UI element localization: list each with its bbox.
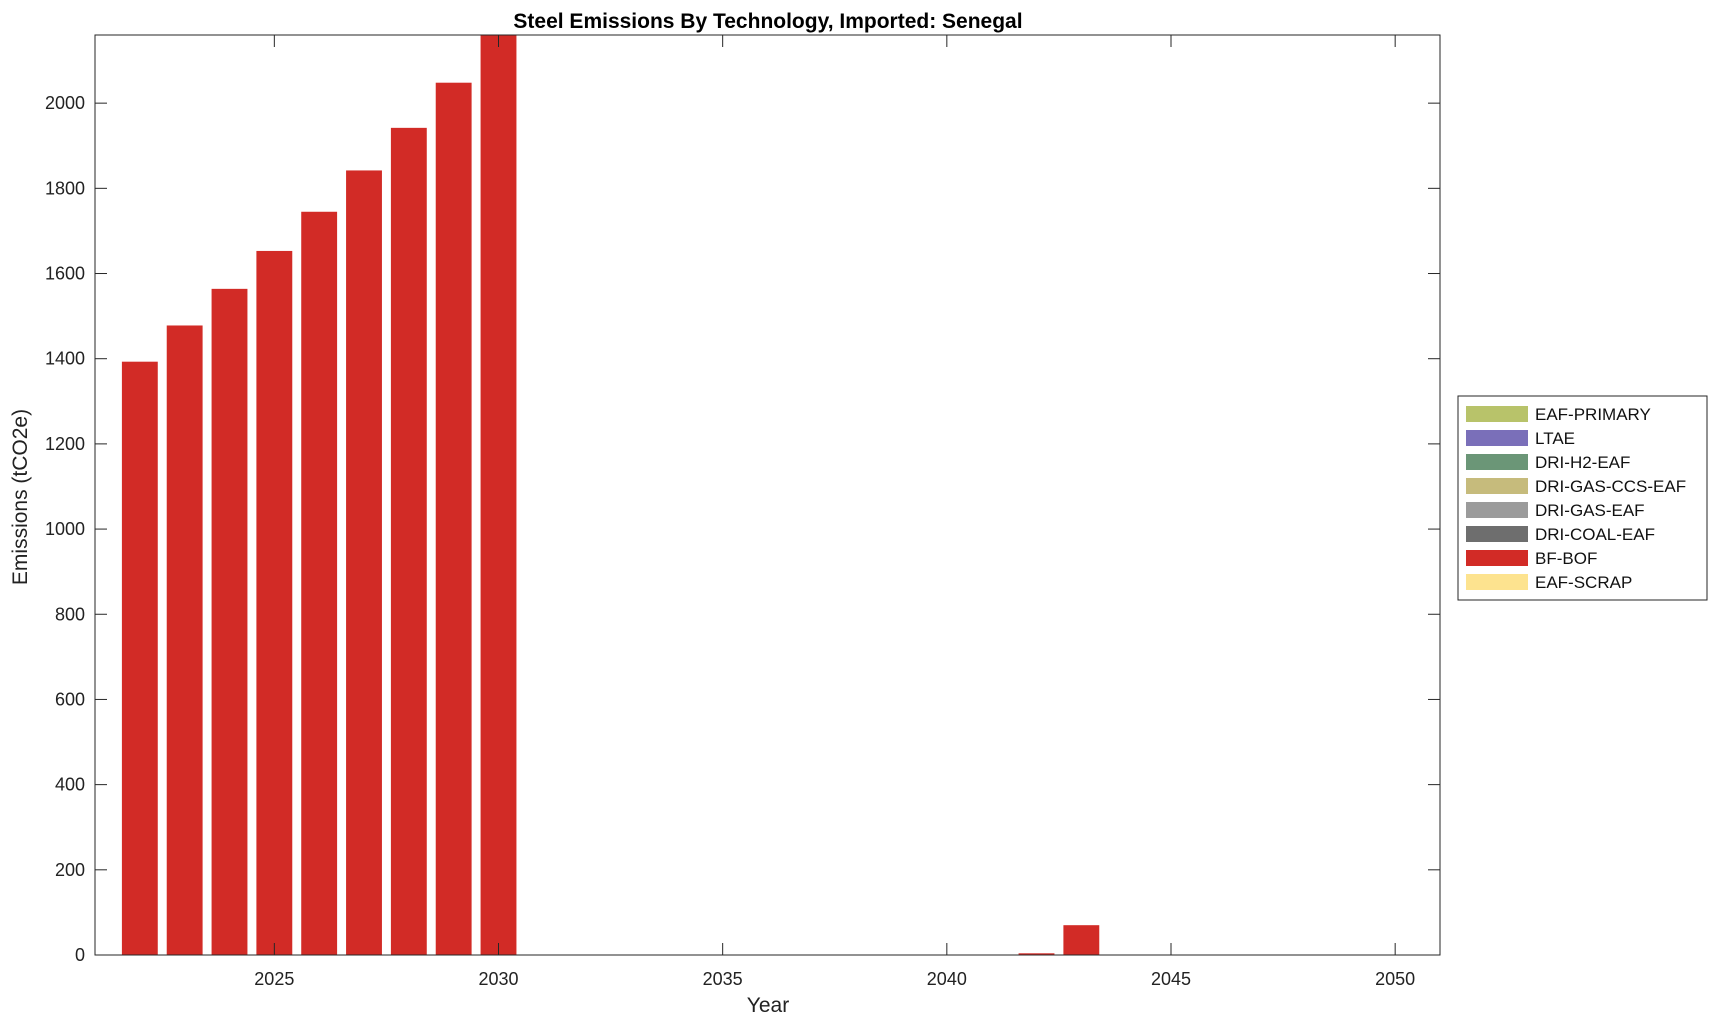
legend-label: EAF-SCRAP xyxy=(1535,573,1632,592)
bars-layer xyxy=(121,35,1100,956)
y-tick-label: 1000 xyxy=(45,519,85,539)
y-tick-label: 400 xyxy=(55,775,85,795)
legend-label: DRI-H2-EAF xyxy=(1535,453,1630,472)
y-axis-label: Emissions (tCO2e) xyxy=(9,409,32,585)
y-tick-label: 2000 xyxy=(45,93,85,113)
legend-swatch xyxy=(1466,574,1528,590)
bar-bf-bof-2042 xyxy=(1018,953,1055,955)
legend-swatch xyxy=(1466,478,1528,494)
plot-frame xyxy=(94,34,1441,956)
y-tick-label: 1600 xyxy=(45,264,85,284)
y-tick-label: 1800 xyxy=(45,178,85,198)
y-tick-label: 0 xyxy=(75,945,85,965)
legend-swatch xyxy=(1466,526,1528,542)
legend-swatch xyxy=(1466,454,1528,470)
x-tick-label: 2025 xyxy=(254,969,294,989)
legend-box xyxy=(1457,395,1708,601)
legend-swatch xyxy=(1466,430,1528,446)
bar-bf-bof-2028 xyxy=(390,127,427,956)
legend-label: DRI-COAL-EAF xyxy=(1535,525,1655,544)
chart-title: Steel Emissions By Technology, Imported:… xyxy=(513,10,1022,33)
legend-label: LTAE xyxy=(1535,429,1575,448)
legend-swatch xyxy=(1466,550,1528,566)
legend: EAF-PRIMARY LTAE DRI-H2-EAF DRI-GAS-CCS-EAF… xyxy=(1457,395,1708,601)
bar-bf-bof-2027 xyxy=(346,170,382,955)
bar-bf-bof-2022 xyxy=(121,361,158,955)
bar-bf-bof-2026 xyxy=(301,211,338,955)
bar-bf-bof-2030 xyxy=(480,35,517,955)
x-tick-label: 2045 xyxy=(1151,969,1191,989)
y-tick-label: 200 xyxy=(55,860,85,880)
y-tick-labels: 0 200 400 600 800 1000 1200 1400 1600 1800 2000 xyxy=(45,93,85,965)
legend-swatch xyxy=(1466,406,1528,422)
ticks-layer xyxy=(95,35,1440,956)
x-tick-labels: 2025 2030 2035 2040 2045 2050 xyxy=(254,969,1415,989)
legend-label: BF-BOF xyxy=(1535,549,1597,568)
bar-bf-bof-2043 xyxy=(1063,925,1100,955)
y-tick-label: 1200 xyxy=(45,434,85,454)
x-tick-label: 2030 xyxy=(478,969,518,989)
x-tick-label: 2040 xyxy=(927,969,967,989)
x-axis-label: Year xyxy=(747,994,789,1017)
legend-label: DRI-GAS-CCS-EAF xyxy=(1535,477,1686,496)
legend-swatch xyxy=(1466,502,1528,518)
legend-label: DRI-GAS-EAF xyxy=(1535,501,1645,520)
y-tick-label: 600 xyxy=(55,689,85,709)
bar-bf-bof-2025 xyxy=(256,250,293,955)
x-tick-label: 2035 xyxy=(703,969,743,989)
bar-bf-bof-2029 xyxy=(435,82,472,955)
y-tick-label: 800 xyxy=(55,604,85,624)
bar-bf-bof-2024 xyxy=(211,288,248,956)
bar-bf-bof-2023 xyxy=(166,325,203,956)
y-tick-label: 1400 xyxy=(45,349,85,369)
x-tick-label: 2050 xyxy=(1375,969,1415,989)
legend-label: EAF-PRIMARY xyxy=(1535,405,1651,424)
